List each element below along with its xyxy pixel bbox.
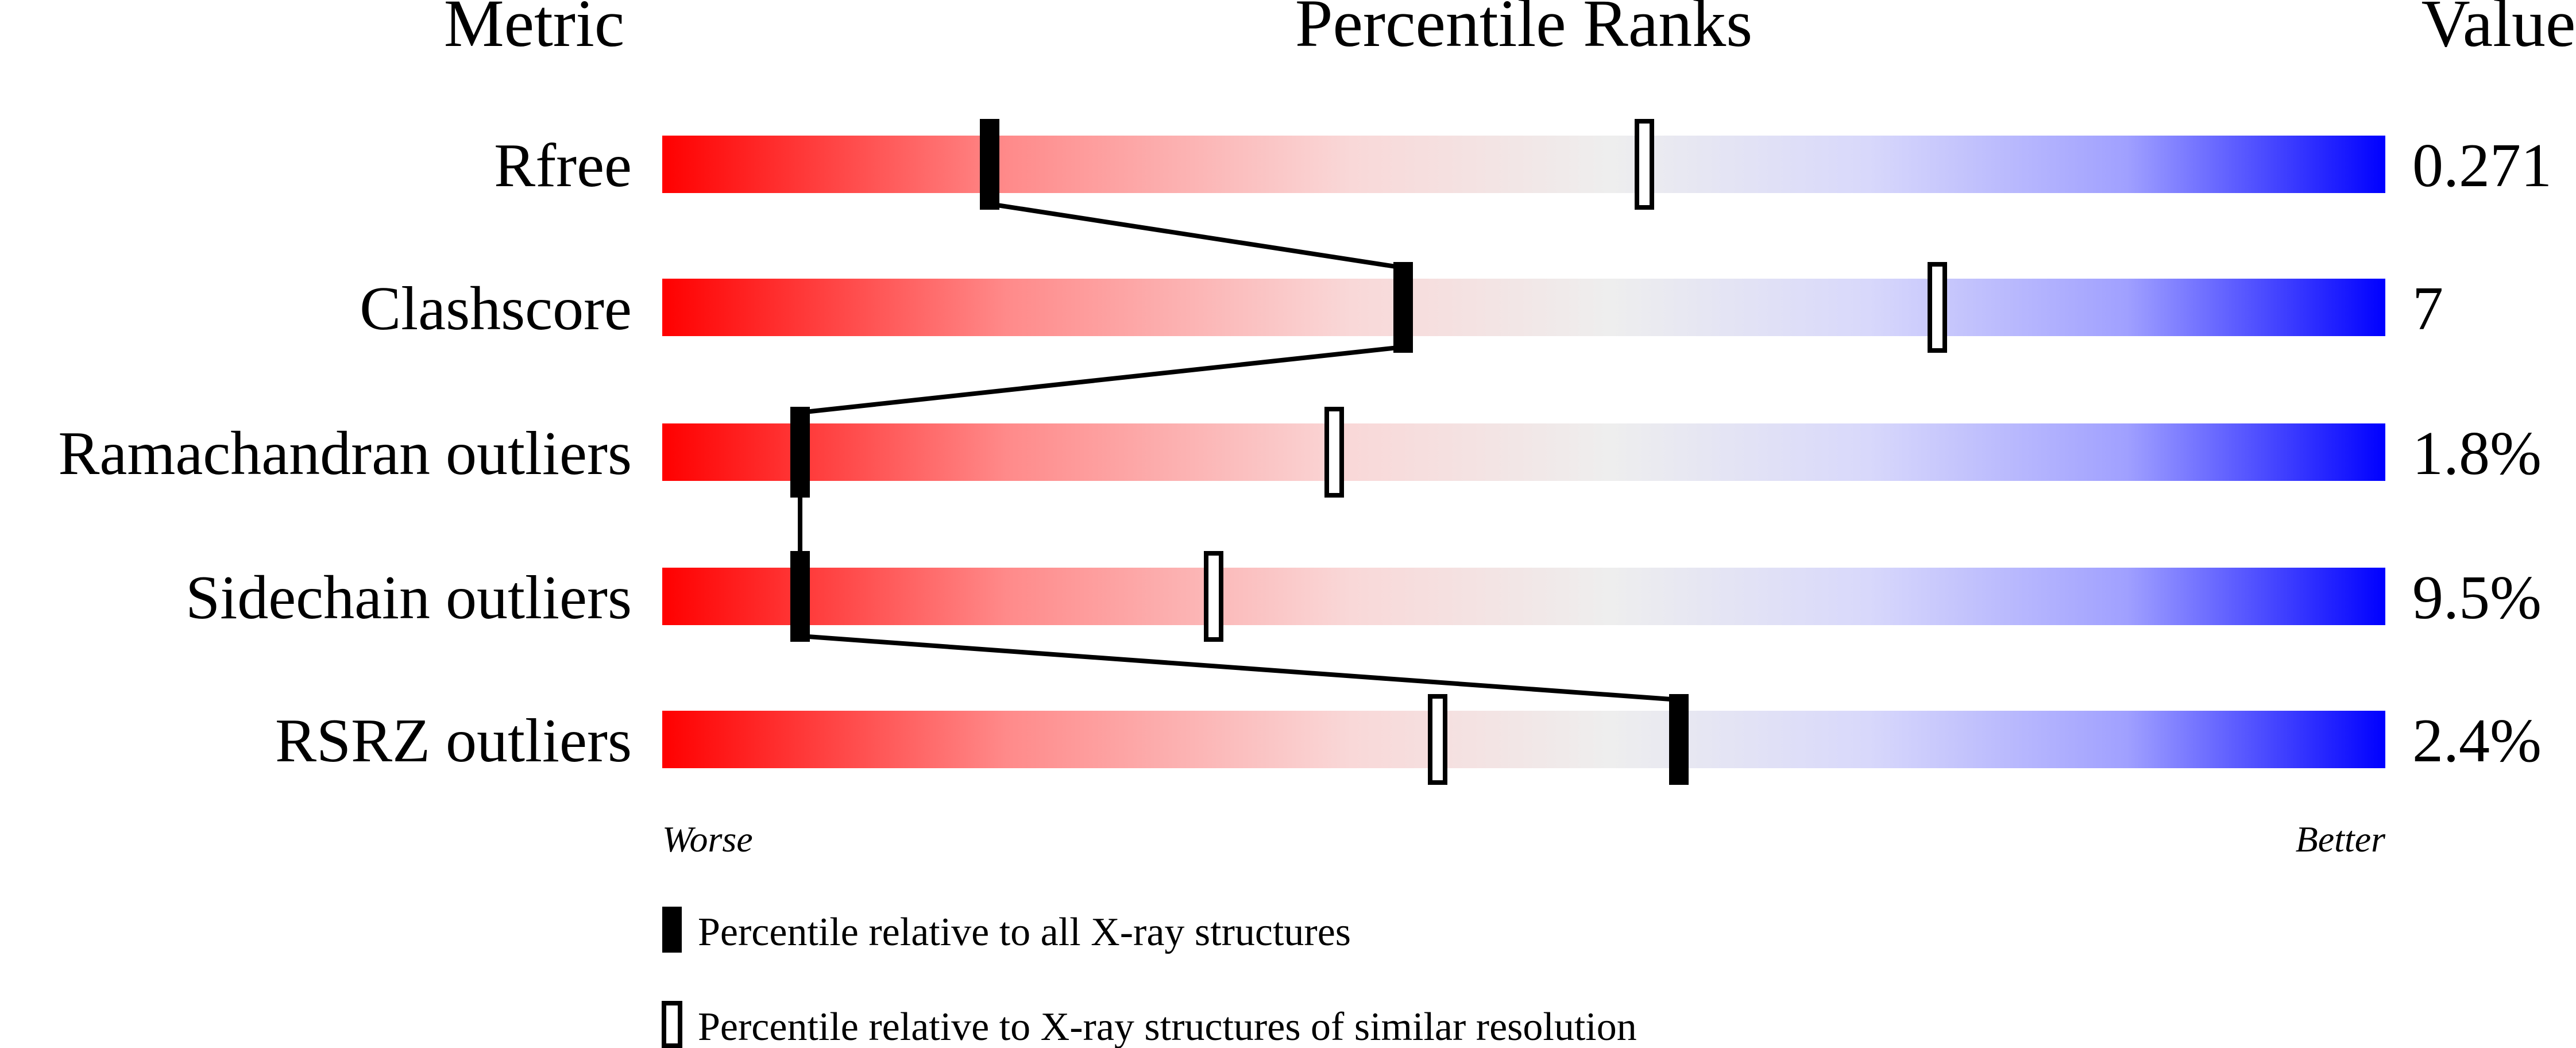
metric-label: Rfree — [494, 132, 632, 200]
metric-label: RSRZ outliers — [275, 707, 632, 775]
connector-line — [800, 345, 1404, 415]
metric-label: Sidechain outliers — [186, 564, 632, 632]
legend-open-marker — [662, 1001, 682, 1048]
connector-line — [800, 634, 1679, 702]
legend-label-all: Percentile relative to all X-ray structu… — [698, 910, 1351, 954]
percentile-bar — [662, 279, 2385, 336]
percentile-bar — [662, 136, 2385, 193]
connector-line — [989, 202, 1404, 270]
metric-value: 9.5% — [2412, 564, 2542, 632]
header-percentile-ranks: Percentile Ranks — [1295, 0, 1752, 61]
axis-label-worse: Worse — [662, 819, 753, 860]
similar-resolution-marker — [1635, 119, 1654, 210]
percentile-bar — [662, 423, 2385, 481]
metric-label: Clashscore — [360, 275, 632, 343]
all-structures-marker — [790, 551, 810, 642]
header-metric: Metric — [444, 0, 625, 61]
similar-resolution-marker — [1204, 551, 1223, 642]
percentile-bar — [662, 711, 2385, 768]
percentile-bar — [662, 568, 2385, 625]
all-structures-marker — [1393, 262, 1413, 353]
metric-label: Ramachandran outliers — [58, 419, 632, 488]
header-value: Value — [2421, 0, 2576, 61]
axis-label-better: Better — [2296, 819, 2386, 860]
metric-value: 7 — [2412, 275, 2443, 343]
all-structures-marker — [980, 119, 999, 210]
legend-label-similar: Percentile relative to X-ray structures … — [698, 1005, 1637, 1048]
similar-resolution-marker — [1928, 262, 1947, 353]
similar-resolution-marker — [1324, 407, 1344, 498]
metric-value: 1.8% — [2412, 419, 2542, 488]
similar-resolution-marker — [1428, 694, 1447, 785]
legend-filled-marker — [662, 907, 682, 953]
all-structures-marker — [790, 407, 810, 498]
metric-value: 0.271 — [2412, 132, 2552, 200]
all-structures-marker — [1669, 694, 1689, 785]
metric-value: 2.4% — [2412, 707, 2542, 775]
